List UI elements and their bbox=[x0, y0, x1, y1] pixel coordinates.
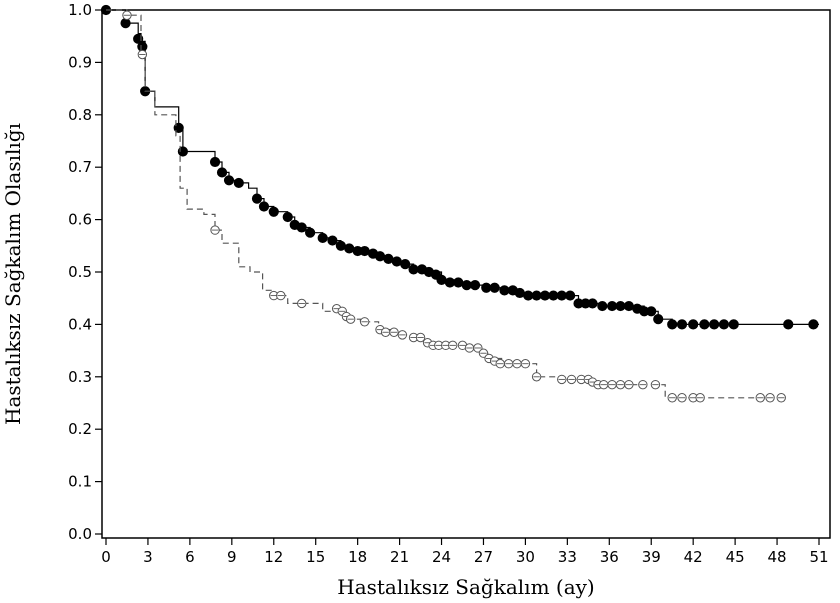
series-1-marker bbox=[646, 306, 657, 317]
y-tick-label: 0.4 bbox=[68, 315, 92, 333]
series-1-marker bbox=[444, 277, 456, 288]
series-1-marker bbox=[587, 298, 598, 309]
y-tick-label: 0.1 bbox=[68, 473, 92, 491]
series-1-marker bbox=[327, 235, 338, 246]
series-1-marker bbox=[400, 259, 411, 270]
x-tick-label: 21 bbox=[390, 548, 409, 566]
x-tick-label: 51 bbox=[809, 548, 828, 566]
series-1-marker bbox=[808, 319, 819, 330]
series-1-marker bbox=[251, 193, 263, 204]
series-1-marker bbox=[296, 222, 307, 233]
series-1-marker bbox=[597, 300, 608, 312]
x-tick-label: 6 bbox=[185, 548, 195, 566]
series-1-marker bbox=[335, 240, 346, 251]
series-1-marker bbox=[623, 300, 634, 312]
y-tick-label: 0.7 bbox=[68, 158, 92, 176]
series-1-marker bbox=[436, 274, 447, 285]
series-1-marker bbox=[523, 290, 534, 301]
x-tick-label: 3 bbox=[143, 548, 153, 566]
series-1-marker bbox=[305, 227, 316, 238]
series-1-marker bbox=[653, 314, 664, 325]
series-1-marker bbox=[688, 319, 699, 330]
x-tick-label: 12 bbox=[264, 548, 283, 566]
series-1-marker bbox=[699, 319, 710, 330]
series-1-marker bbox=[514, 287, 525, 299]
x-tick-label: 27 bbox=[474, 548, 493, 566]
x-tick-label: 18 bbox=[348, 548, 367, 566]
series-1-marker bbox=[223, 175, 235, 186]
series-1-marker bbox=[489, 282, 500, 293]
x-tick-label: 45 bbox=[726, 548, 745, 566]
series-layer bbox=[100, 4, 819, 403]
series-1-marker bbox=[383, 253, 394, 264]
x-tick-label: 42 bbox=[684, 548, 703, 566]
series-1-marker bbox=[676, 319, 688, 330]
series-1 bbox=[100, 4, 819, 330]
x-tick-label: 33 bbox=[558, 548, 577, 566]
y-tick-label: 0.8 bbox=[68, 106, 92, 124]
y-tick-label: 0.3 bbox=[68, 368, 92, 386]
x-tick-label: 15 bbox=[306, 548, 325, 566]
x-tick-label: 9 bbox=[227, 548, 237, 566]
series-1-marker bbox=[216, 167, 228, 178]
series-1-marker bbox=[718, 319, 730, 330]
series-1-marker bbox=[615, 300, 626, 312]
series-1-marker bbox=[556, 290, 567, 301]
x-tick-label: 24 bbox=[432, 548, 451, 566]
x-tick-label: 48 bbox=[768, 548, 787, 566]
series-2 bbox=[106, 9, 786, 403]
y-tick-label: 1.0 bbox=[68, 1, 92, 19]
plot-frame bbox=[101, 9, 831, 539]
series-1-marker bbox=[120, 18, 131, 29]
series-1-marker bbox=[233, 177, 244, 189]
series-1-marker bbox=[268, 206, 279, 217]
series-1-marker bbox=[344, 243, 355, 254]
x-axis-title: Hastalıksız Sağkalım (ay) bbox=[337, 575, 594, 599]
y-tick-label: 0.9 bbox=[68, 53, 92, 71]
y-tick-label: 0.6 bbox=[68, 211, 92, 229]
y-tick-label: 0.5 bbox=[68, 263, 92, 281]
x-tick-label: 0 bbox=[101, 548, 111, 566]
tick-layer: 0 3 6 9 12 15 18 21 24 27 30 33 36 39 42 45 48 510.00.10.… bbox=[68, 1, 828, 566]
series-1-marker bbox=[374, 251, 386, 262]
series-1-marker bbox=[481, 282, 492, 293]
series-1-marker bbox=[258, 201, 270, 212]
series-1-marker bbox=[728, 319, 739, 330]
series-1-marker bbox=[391, 256, 402, 267]
y-tick-label: 0.0 bbox=[68, 525, 92, 543]
series-1-marker bbox=[317, 232, 328, 244]
series-1-marker bbox=[606, 300, 618, 312]
series-1-marker bbox=[461, 280, 472, 291]
series-1-marker bbox=[565, 290, 576, 301]
series-1-marker bbox=[783, 319, 794, 330]
y-axis-title: Hastalıksız Sağkalım Olasılığı bbox=[1, 123, 25, 425]
x-tick-label: 30 bbox=[516, 548, 535, 566]
series-1-marker bbox=[667, 319, 678, 330]
series-1-marker bbox=[539, 290, 551, 301]
x-tick-label: 36 bbox=[600, 548, 619, 566]
y-tick-label: 0.2 bbox=[68, 420, 92, 438]
series-1-marker bbox=[453, 277, 464, 288]
series-1-marker bbox=[531, 290, 542, 301]
series-1-marker bbox=[709, 319, 720, 330]
series-1-marker bbox=[359, 245, 370, 257]
series-1-marker bbox=[499, 285, 510, 296]
series-1-marker bbox=[469, 280, 481, 291]
x-tick-label: 39 bbox=[642, 548, 661, 566]
series-1-marker bbox=[408, 264, 419, 275]
series-1-marker bbox=[548, 290, 559, 301]
series-1-marker bbox=[209, 156, 221, 168]
series-1-marker bbox=[282, 211, 293, 223]
